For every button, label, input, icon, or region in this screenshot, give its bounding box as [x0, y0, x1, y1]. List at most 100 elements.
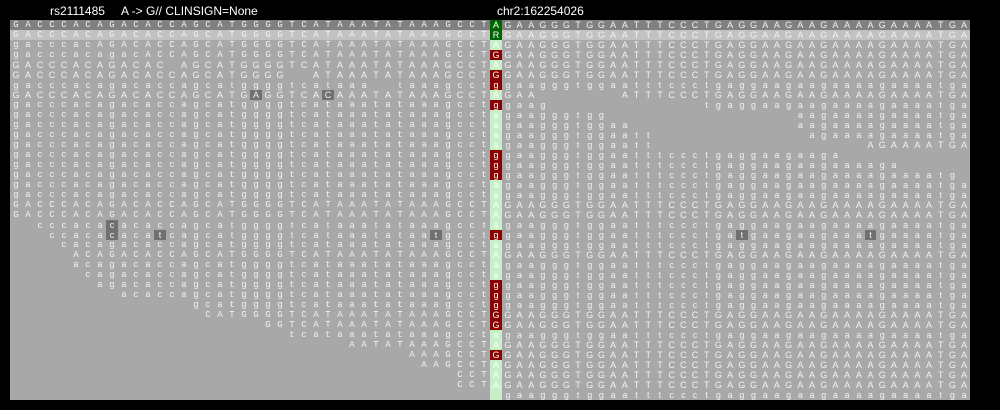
alt-allele-base: G [490, 350, 502, 360]
base: T [937, 250, 944, 260]
base: a [844, 120, 850, 130]
base: G [785, 350, 793, 360]
base: A [773, 360, 780, 370]
base: A [773, 60, 780, 70]
base: G [597, 360, 605, 370]
base: g [552, 280, 558, 290]
base: G [504, 340, 512, 350]
base: G [820, 380, 828, 390]
base: G [562, 50, 570, 60]
base: T [937, 310, 944, 320]
base: a [809, 270, 815, 280]
base: C [691, 70, 699, 80]
base: a [121, 80, 127, 90]
base: a [844, 160, 850, 170]
base: G [597, 320, 605, 330]
base: A [762, 30, 769, 40]
base: g [587, 150, 593, 160]
base: a [528, 190, 534, 200]
base: a [914, 130, 920, 140]
base: A [914, 50, 921, 60]
base: g [540, 270, 546, 280]
base: A [890, 360, 897, 370]
base: a [914, 240, 920, 250]
base: c [61, 80, 67, 90]
base: a [762, 300, 768, 310]
base: A [180, 90, 187, 100]
base: G [586, 310, 594, 320]
base: g [879, 160, 885, 170]
base: t [576, 230, 580, 240]
base: g [563, 390, 569, 400]
base: C [680, 30, 687, 40]
base: T [575, 40, 581, 50]
base: T [657, 310, 663, 320]
base: g [587, 130, 593, 140]
variant-position-base: a [490, 180, 502, 190]
base: c [692, 390, 698, 400]
base: a [844, 100, 850, 110]
base: G [948, 30, 956, 40]
base: T [575, 200, 581, 210]
base: a [421, 80, 427, 90]
base: a [762, 80, 768, 90]
base: a [903, 390, 909, 400]
base: g [563, 230, 569, 240]
base: a [610, 220, 616, 230]
base: c [669, 300, 674, 310]
base: t [576, 390, 580, 400]
base: g [265, 230, 271, 240]
base: A [961, 40, 968, 50]
base: a [622, 230, 628, 240]
base: c [669, 180, 674, 190]
base: g [552, 190, 558, 200]
base: a [891, 80, 897, 90]
base: a [809, 120, 815, 130]
base: t [939, 390, 942, 400]
base: A [528, 70, 535, 80]
base: c [692, 270, 698, 280]
base: A [762, 340, 769, 350]
base: g [739, 390, 745, 400]
base: A [867, 40, 874, 50]
base: a [832, 390, 838, 400]
base: A [727, 210, 734, 220]
base: a [610, 180, 616, 190]
base: A [832, 50, 839, 60]
base: t [646, 220, 650, 230]
base: G [714, 250, 722, 260]
base: C [680, 40, 687, 50]
base: t [635, 80, 638, 90]
base: g [563, 260, 569, 270]
base: a [809, 80, 815, 90]
base: T [289, 90, 295, 100]
base: G [738, 40, 746, 50]
base: A [855, 70, 862, 80]
base: A [727, 380, 734, 390]
base: T [645, 310, 651, 320]
base: a [868, 280, 874, 290]
base: a [313, 220, 319, 230]
base: G [597, 70, 605, 80]
base: A [809, 320, 816, 330]
base: t [576, 280, 580, 290]
base: a [832, 120, 838, 130]
base: a [97, 230, 103, 240]
base: a [844, 330, 850, 340]
base: A [926, 40, 933, 50]
base: A [528, 360, 535, 370]
base: G [539, 40, 547, 50]
base: g [821, 180, 827, 190]
base: c [669, 150, 674, 160]
base: G [276, 60, 284, 70]
base: c [681, 390, 686, 400]
base: T [633, 310, 640, 320]
base: a [914, 120, 920, 130]
base: A [890, 340, 897, 350]
base: T [575, 380, 581, 390]
base: C [691, 310, 699, 320]
base: a [914, 230, 920, 240]
base: t [326, 230, 330, 240]
base: A [797, 30, 804, 40]
base: A [961, 20, 968, 30]
